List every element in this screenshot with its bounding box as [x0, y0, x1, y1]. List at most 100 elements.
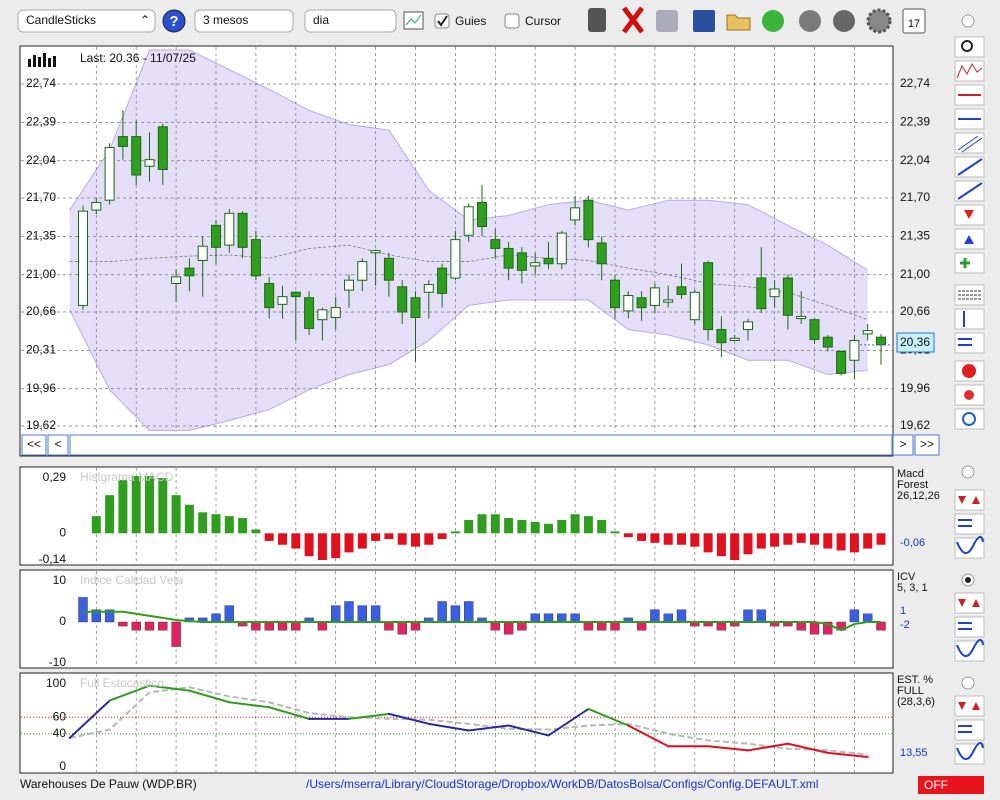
icv-bar: [171, 621, 181, 647]
candle-body: [78, 210, 88, 306]
macd-bar: [397, 533, 407, 545]
panel-level-button[interactable]: [954, 513, 985, 535]
candle-body: [596, 242, 607, 265]
candle-body: [516, 252, 527, 271]
panel-wave-icon: [956, 638, 984, 657]
candle-body: [676, 286, 687, 295]
stochastic-layer: [21, 684, 892, 759]
help-button[interactable]: [162, 9, 186, 33]
icv-last: -2: [900, 619, 910, 631]
interval-select[interactable]: [304, 9, 397, 33]
panel-level-button[interactable]: [954, 616, 985, 638]
grid-layer: [21, 47, 892, 772]
icv-title: Indice Calidad Vela: [80, 573, 183, 587]
chart-type: CandleSticks: [26, 13, 96, 27]
macd-bar: [743, 533, 753, 555]
icv-bar: [211, 613, 221, 623]
macd-bar: [384, 533, 394, 540]
macd-bar: [450, 531, 460, 534]
panel-wave-button[interactable]: [954, 640, 985, 662]
candle-body: [437, 267, 448, 294]
icv-bar: [78, 597, 88, 623]
percent-button[interactable]: [954, 332, 985, 354]
channel-button[interactable]: [954, 132, 985, 154]
calendar-button[interactable]: [902, 8, 926, 34]
sync-button[interactable]: [954, 408, 985, 430]
icv-last: 1: [900, 605, 906, 617]
zoom-icon: [961, 40, 973, 52]
macd-bar: [557, 519, 567, 534]
macd-bar: [251, 529, 261, 534]
candle-body: [876, 336, 886, 346]
levels-button[interactable]: [954, 284, 985, 306]
toolbar: CandleSticks ⌃ ? 3 mesos dia Guies Curso…: [17, 6, 975, 34]
icv-bar: [650, 609, 660, 623]
euro-button[interactable]: [833, 10, 855, 32]
help-icon: ?: [169, 13, 178, 30]
macd-title: Histgrama MACD: [80, 470, 174, 484]
print-button[interactable]: [656, 10, 678, 32]
candle-body: [503, 247, 514, 269]
candle-body: [357, 261, 368, 281]
macd-bar: [278, 533, 287, 545]
mode-indicator[interactable]: [918, 776, 984, 794]
candle-body: [703, 262, 714, 331]
macd-bar: [477, 514, 487, 534]
currency-button[interactable]: [799, 10, 821, 32]
icv-params: 5, 3, 1: [897, 582, 928, 594]
chart-icon-line: [405, 14, 422, 26]
range-button[interactable]: [954, 308, 985, 330]
stochastic-k-segment: [547, 707, 590, 737]
icv-bar: [384, 621, 394, 631]
radio[interactable]: [961, 14, 975, 28]
cursor-checkbox[interactable]: [504, 13, 520, 29]
panel-icons: [954, 489, 985, 765]
save-button[interactable]: [693, 10, 715, 32]
panel-wave-button[interactable]: [954, 743, 985, 765]
stochastic-subname: FULL: [897, 685, 924, 697]
panel-signal-button[interactable]: [954, 592, 985, 614]
candle-body: [849, 340, 860, 361]
y-tick-label-right: 22,39: [900, 115, 930, 129]
logo: [28, 53, 56, 67]
period-select[interactable]: [194, 9, 294, 33]
candle-body: [344, 279, 354, 291]
y-tick-label: 60: [53, 709, 67, 723]
panel-signal-button[interactable]: [954, 489, 985, 511]
last-label: >>: [920, 437, 934, 451]
refresh-button[interactable]: [762, 10, 784, 32]
first-button[interactable]: [21, 434, 47, 456]
next-button[interactable]: [892, 434, 914, 456]
indicator-button[interactable]: [954, 60, 985, 82]
y-tick-label: 19,96: [26, 381, 56, 395]
radio[interactable]: [961, 676, 975, 690]
zoom-button[interactable]: [954, 36, 985, 58]
y-tick-label-right: 21,35: [900, 229, 930, 243]
chart-icon[interactable]: [403, 11, 424, 30]
candle-body: [836, 350, 847, 374]
trash-button[interactable]: [588, 8, 606, 32]
delete-button[interactable]: [622, 6, 644, 34]
arrow-up-icon: [964, 235, 974, 244]
icv-bar: [450, 605, 461, 623]
settings-button[interactable]: [866, 8, 892, 34]
chart-type-select[interactable]: [17, 9, 156, 33]
icv-bar: [663, 613, 673, 623]
candle-body: [237, 212, 248, 248]
panel-signal-button[interactable]: [954, 695, 985, 717]
check-mark: [437, 15, 448, 27]
candle-body: [224, 212, 235, 246]
stochastic-name: EST. %: [897, 674, 933, 686]
band-middle: [69, 244, 868, 321]
stochastic-k-segment: [707, 745, 749, 752]
panel-level-button[interactable]: [954, 719, 985, 741]
macd-bar: [570, 514, 580, 534]
last-button[interactable]: [914, 434, 940, 456]
open-button[interactable]: [726, 14, 751, 31]
panel-wave-button[interactable]: [954, 537, 985, 559]
radio-dot: [965, 577, 971, 583]
radio[interactable]: [961, 465, 975, 479]
prev-button[interactable]: [47, 434, 69, 456]
candle-body: [862, 330, 873, 335]
prev-label: <: [54, 437, 61, 451]
